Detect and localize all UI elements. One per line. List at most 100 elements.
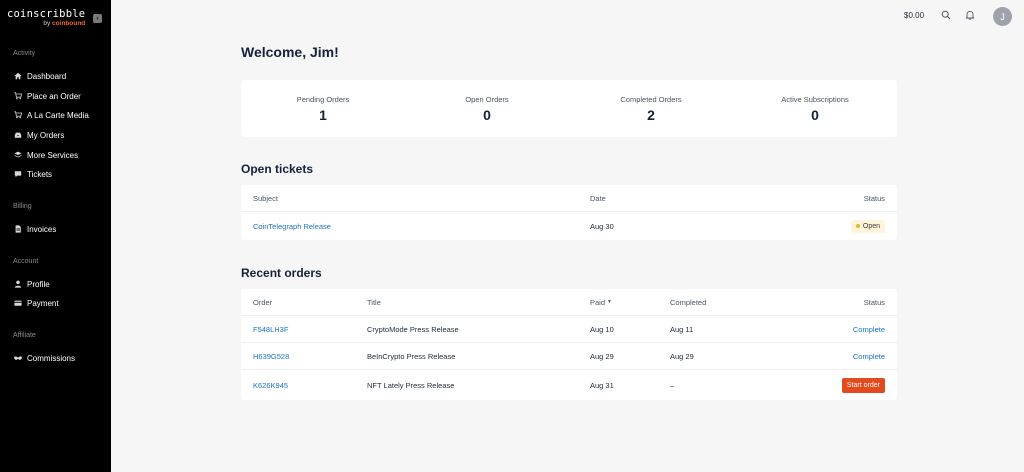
- table-header-row: Order Title Paid ▼ Completed Status: [241, 289, 897, 316]
- layers-icon: [13, 151, 22, 160]
- sidebar-item-label: More Services: [27, 150, 79, 160]
- sidebar-item-label: My Orders: [27, 130, 65, 140]
- stat-value: 1: [319, 107, 327, 123]
- sidebar-item-place-order[interactable]: Place an Order: [13, 90, 81, 102]
- table-row[interactable]: K626K945 NFT Lately Press Release Aug 31…: [241, 370, 897, 400]
- sidebar-item-more-services[interactable]: More Services: [13, 149, 78, 161]
- order-completed-date: Aug 29: [670, 351, 694, 361]
- brand-tagline: by coinbound: [7, 20, 85, 28]
- bell-icon[interactable]: [965, 10, 975, 20]
- stat-active-subscriptions: Active Subscriptions 0: [733, 80, 897, 137]
- account-balance[interactable]: $0.00: [904, 11, 925, 20]
- search-icon[interactable]: [941, 10, 951, 20]
- status-badge: Open: [850, 219, 885, 233]
- brand-logo[interactable]: coinscribble by coinbound: [7, 8, 85, 28]
- stat-label: Open Orders: [465, 95, 509, 104]
- order-status-link[interactable]: Complete: [852, 324, 885, 334]
- tickets-table: Subject Date Status CoinTelegraph Releas…: [241, 185, 897, 240]
- order-paid-date: Aug 31: [590, 380, 614, 390]
- sidebar-item-my-orders[interactable]: My Orders: [13, 129, 64, 141]
- order-completed-date: Aug 11: [670, 324, 694, 334]
- sidebar-item-label: Payment: [27, 298, 59, 308]
- sidebar-item-a-la-carte[interactable]: A La Carte Media: [13, 109, 89, 121]
- order-id-link[interactable]: H639G528: [253, 351, 290, 361]
- stat-open-orders: Open Orders 0: [405, 80, 569, 137]
- column-header-status: Status: [863, 193, 885, 203]
- handshake-icon: [13, 354, 22, 363]
- sidebar-item-commissions[interactable]: Commissions: [13, 352, 75, 364]
- stat-value: 2: [647, 107, 655, 123]
- order-paid-date: Aug 29: [590, 351, 614, 361]
- order-id-link[interactable]: F548LH3F: [253, 324, 289, 334]
- stat-completed-orders: Completed Orders 2: [569, 80, 733, 137]
- brand-company: coinbound: [52, 20, 86, 27]
- section-title-activity: Activity: [13, 50, 36, 57]
- stat-label: Active Subscriptions: [781, 95, 849, 104]
- sidebar-item-label: Profile: [27, 279, 50, 289]
- stat-value: 0: [483, 107, 491, 123]
- chat-icon: [13, 170, 22, 179]
- order-id-link[interactable]: K626K945: [253, 380, 289, 390]
- column-header-paid-label: Paid: [590, 297, 606, 307]
- orders-table: Order Title Paid ▼ Completed Status F548…: [241, 289, 897, 400]
- brand-name: coinscribble: [7, 8, 86, 20]
- column-header-paid[interactable]: Paid ▼: [590, 289, 612, 315]
- section-title-affiliate: Affiliate: [13, 332, 36, 339]
- stat-value: 0: [811, 107, 819, 123]
- column-header-date: Date: [590, 193, 606, 203]
- credit-card-icon: [13, 299, 22, 308]
- sidebar-item-label: Place an Order: [27, 91, 81, 101]
- stat-label: Pending Orders: [296, 95, 350, 104]
- table-row[interactable]: H639G528 BeInCrypto Press Release Aug 29…: [241, 343, 897, 370]
- inbox-icon: [13, 131, 22, 140]
- status-dot-icon: [855, 224, 860, 228]
- sidebar-item-label: Dashboard: [27, 71, 67, 81]
- home-icon: [13, 72, 22, 81]
- order-status-cell: Start order: [841, 370, 885, 400]
- stats-card: Pending Orders 1 Open Orders 0 Completed…: [241, 80, 897, 137]
- order-completed-date: –: [670, 380, 675, 390]
- sidebar: coinscribble by coinbound ‹ Activity Das…: [0, 0, 111, 472]
- sidebar-item-dashboard[interactable]: Dashboard: [13, 70, 66, 82]
- section-heading-recent-orders: Recent orders: [241, 266, 322, 280]
- stat-label: Completed Orders: [620, 95, 682, 104]
- sidebar-item-label: Commissions: [27, 353, 76, 363]
- sidebar-item-profile[interactable]: Profile: [13, 278, 50, 290]
- user-icon: [13, 280, 22, 289]
- column-header-subject: Subject: [253, 193, 279, 203]
- brand-by: by: [43, 20, 51, 27]
- sidebar-item-label: Tickets: [27, 169, 53, 179]
- sort-caret-down-icon: ▼: [607, 299, 612, 305]
- section-heading-open-tickets: Open tickets: [241, 162, 314, 176]
- page-title: Welcome, Jim!: [241, 44, 339, 60]
- order-paid-date: Aug 10: [590, 324, 614, 334]
- section-title-billing: Billing: [13, 203, 32, 210]
- collapse-sidebar-icon[interactable]: ‹: [93, 14, 102, 23]
- column-header-order: Order: [253, 297, 273, 307]
- ticket-date: Aug 30: [590, 221, 614, 231]
- table-header-row: Subject Date Status: [241, 185, 897, 212]
- user-avatar[interactable]: J: [993, 7, 1012, 26]
- cart-icon: [13, 92, 22, 101]
- order-status-link[interactable]: Complete: [852, 351, 885, 361]
- column-header-completed: Completed: [670, 297, 707, 307]
- sidebar-item-invoices[interactable]: Invoices: [13, 223, 56, 235]
- start-order-button[interactable]: Start order: [841, 377, 885, 393]
- order-title: NFT Lately Press Release: [367, 380, 455, 390]
- column-header-title: Title: [367, 297, 381, 307]
- order-title: CryptoMode Press Release: [367, 324, 459, 334]
- ticket-subject-link[interactable]: CoinTelegraph Release: [253, 221, 331, 231]
- sidebar-item-label: A La Carte Media: [27, 110, 89, 120]
- table-row[interactable]: CoinTelegraph Release Aug 30 Open: [241, 212, 897, 240]
- section-title-account: Account: [13, 258, 39, 265]
- stat-pending-orders: Pending Orders 1: [241, 80, 405, 137]
- sidebar-item-payment[interactable]: Payment: [13, 297, 59, 309]
- column-header-status: Status: [863, 297, 885, 307]
- document-icon: [13, 225, 22, 234]
- ticket-status-cell: Open: [850, 212, 885, 240]
- cart-icon: [13, 111, 22, 120]
- status-badge-label: Open: [862, 222, 880, 230]
- sidebar-item-label: Invoices: [27, 224, 57, 234]
- sidebar-item-tickets[interactable]: Tickets: [13, 168, 52, 180]
- table-row[interactable]: F548LH3F CryptoMode Press Release Aug 10…: [241, 316, 897, 343]
